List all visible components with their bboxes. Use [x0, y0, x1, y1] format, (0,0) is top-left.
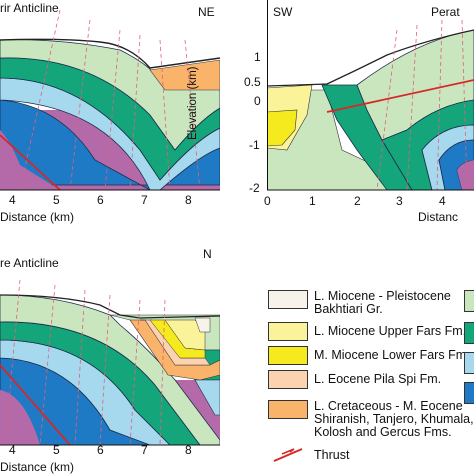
panel-c-x-axis-label: Distance (km) [0, 460, 75, 474]
panel-b-y-tick: -2 [249, 181, 260, 195]
panel-c-x-tick: 4 [9, 443, 16, 457]
legend-swatch [268, 400, 308, 419]
panel-b-y-axis-label: Elevation (km) [187, 66, 199, 141]
legend-item-upper-fars: L. Miocene Upper Fars Fm. [268, 322, 466, 341]
legend-swatch [268, 322, 308, 341]
cross-section-b-drawing [267, 0, 474, 192]
panel-b-y-tick: 0.5 [244, 75, 261, 89]
legend-item-cretaceous-eocene: L. Cretaceous - M. Eocene Shiranish, Tan… [268, 400, 474, 439]
legend-label: L. Miocene - Pleistocene [314, 289, 451, 303]
legend-item-pila-spi: L. Eocene Pila Spi Fm. [268, 370, 441, 389]
legend-label: Bakhtiari Gr. [314, 302, 383, 316]
panel-b-x-tick: 2 [354, 194, 361, 208]
panel-a-x-tick: 4 [9, 193, 16, 207]
legend-swatch-edge [464, 290, 474, 312]
panel-a-direction: NE [198, 5, 215, 19]
panel-c-x-tick: 8 [185, 443, 192, 457]
legend-swatch-edge [464, 352, 474, 374]
panel-b-y-tick: 1 [254, 50, 261, 64]
legend-item-bakhtiari: L. Miocene - Pleistocene Bakhtiari Gr. [268, 290, 451, 316]
cross-section-c-drawing [0, 240, 220, 455]
cross-section-panel-a: rir Anticline NE [0, 0, 220, 200]
panel-a-x-tick: 5 [53, 193, 60, 207]
cross-section-a-drawing [0, 0, 220, 200]
legend-label: Thrust [314, 448, 350, 462]
panel-b-x-tick: 3 [396, 194, 403, 208]
legend-item-thrust: Thrust [268, 446, 349, 464]
panel-a-x-tick: 8 [185, 193, 192, 207]
legend-swatch-edge [464, 382, 474, 404]
legend-label: Shiranish, Tanjero, Khumala, [314, 412, 474, 426]
cross-section-panel-c: re Anticline N [0, 240, 220, 455]
legend-swatch [268, 370, 308, 389]
legend-swatch-edge [464, 322, 474, 344]
panel-a-x-tick: 6 [97, 193, 104, 207]
panel-c-x-tick: 5 [53, 443, 60, 457]
panel-c-direction: N [203, 247, 212, 261]
panel-b-x-tick: 0 [264, 194, 271, 208]
legend-label: L. Cretaceous - M. Eocene [314, 399, 463, 413]
legend-label: M. Miocene Lower Fars Fm. [314, 348, 470, 362]
panel-b-direction-left: SW [273, 5, 293, 19]
panel-a-title: rir Anticline [0, 1, 59, 15]
panel-b-x-axis-label: Distanc [418, 210, 459, 224]
legend-label: L. Miocene Upper Fars Fm. [314, 324, 467, 338]
legend-label: L. Eocene Pila Spi Fm. [314, 372, 442, 386]
cross-section-panel-b: SW Perat [267, 0, 474, 192]
panel-b-y-tick: -1 [249, 138, 260, 152]
legend-item-lower-fars: M. Miocene Lower Fars Fm. [268, 346, 470, 365]
panel-c-x-tick: 7 [141, 443, 148, 457]
panel-a-x-tick: 7 [141, 193, 148, 207]
panel-b-title: Perat [431, 5, 460, 19]
thrust-symbol-icon [273, 448, 303, 462]
panel-a-x-axis-label: Distance (km) [0, 210, 75, 224]
legend-swatch [268, 346, 308, 365]
panel-b-x-tick: 1 [309, 194, 316, 208]
legend-label: Kolosh and Gercus Fms. [314, 425, 452, 439]
panel-c-title: re Anticline [0, 256, 59, 270]
legend-swatch [268, 290, 308, 309]
panel-b-y-tick: 0 [254, 94, 261, 108]
panel-c-x-tick: 6 [97, 443, 104, 457]
panel-b-x-tick: 4 [439, 194, 446, 208]
